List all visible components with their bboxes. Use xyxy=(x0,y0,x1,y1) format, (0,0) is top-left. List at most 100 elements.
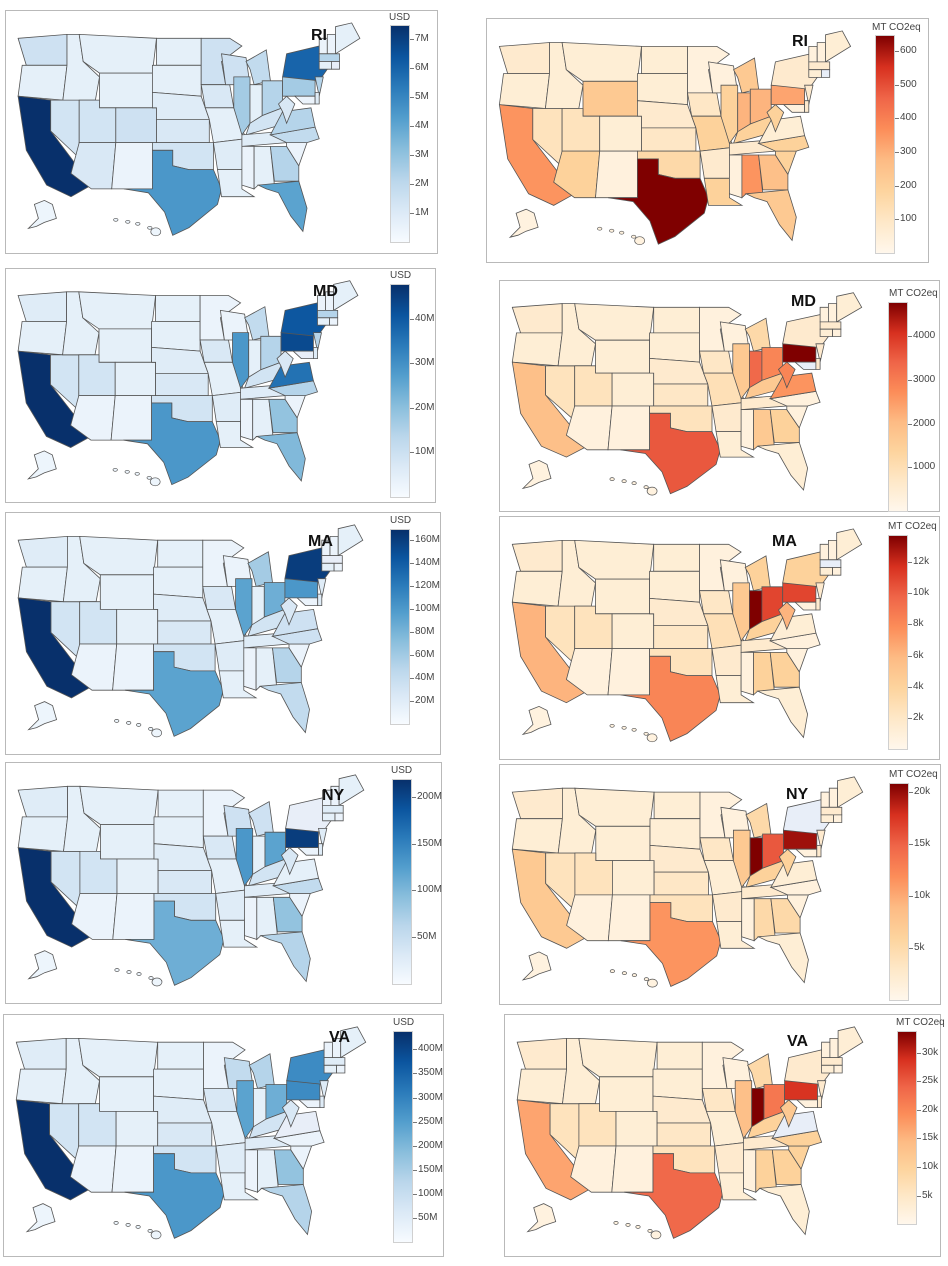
colorbar-tick-label: 160M xyxy=(409,533,441,545)
state-hi xyxy=(126,970,132,974)
state-la xyxy=(217,169,256,198)
state-fl xyxy=(256,180,308,233)
colorbar-tick-label: 400 xyxy=(895,112,917,124)
colorbar-tick-label: 40M xyxy=(409,671,435,683)
state-va xyxy=(770,860,818,888)
state-ms xyxy=(740,651,754,696)
state-va xyxy=(769,613,817,642)
state-ma xyxy=(821,1057,843,1066)
state-va xyxy=(271,608,319,637)
state-sd xyxy=(636,73,688,106)
cost-map-panel-ma: MA USD 20M 40M 60M 80M 100M 120M 140M 160M xyxy=(5,512,441,755)
state-va xyxy=(769,372,817,400)
colorbar xyxy=(889,783,909,1001)
state-wv xyxy=(276,350,294,379)
state-ak xyxy=(508,208,539,238)
state-ms xyxy=(740,409,754,451)
state-ak xyxy=(26,450,57,480)
state-sd xyxy=(153,1068,204,1101)
colorbar-tick-label: 500 xyxy=(895,78,917,90)
state-hi xyxy=(148,976,154,980)
state-or xyxy=(17,566,68,603)
state-il xyxy=(732,829,751,889)
state-az xyxy=(69,1145,117,1193)
state-mt xyxy=(561,42,642,82)
us-choropleth-map xyxy=(498,30,852,246)
state-hi xyxy=(647,1229,653,1233)
state-va xyxy=(269,107,316,136)
colorbar-title: MT CO2eq xyxy=(888,521,937,532)
state-ar xyxy=(215,889,250,921)
origin-state-label: RI xyxy=(311,27,327,44)
state-md xyxy=(782,104,806,113)
state-ms xyxy=(743,1149,757,1193)
state-wa xyxy=(498,42,550,74)
colorbar-tick-label: 4k xyxy=(908,680,924,692)
state-fl xyxy=(259,931,311,983)
state-or xyxy=(511,818,563,854)
state-wv xyxy=(780,1099,798,1128)
state-ne xyxy=(636,100,697,129)
state-ri xyxy=(833,814,843,823)
state-ia xyxy=(699,590,734,615)
colorbar-tick-label: 50M xyxy=(411,931,437,943)
state-wy xyxy=(99,72,153,109)
colorbar-tick-label: 50M xyxy=(412,1211,438,1223)
state-ks xyxy=(653,871,709,896)
state-ks xyxy=(656,1122,712,1147)
state-ms xyxy=(241,145,255,190)
state-me xyxy=(333,280,359,312)
state-hi xyxy=(631,481,637,485)
state-nj xyxy=(314,76,324,97)
state-me xyxy=(335,22,361,55)
colorbar-tick-label: 250M xyxy=(412,1115,444,1127)
state-ar xyxy=(212,138,247,171)
us-choropleth-map xyxy=(511,776,864,988)
state-hi xyxy=(135,1225,141,1229)
state-hi xyxy=(125,219,131,224)
cost-map-panel-va: VA USD 50M 100M 150M 200M 250M 300M 350M 400M xyxy=(3,1014,444,1257)
colorbar-tick-label: 3M xyxy=(410,148,429,160)
state-az xyxy=(565,648,613,696)
colorbar-tick-label: 30k xyxy=(916,1046,939,1058)
state-de xyxy=(804,100,810,113)
us-choropleth-map xyxy=(17,22,361,237)
state-il xyxy=(734,1080,753,1140)
state-hi xyxy=(609,228,615,233)
state-co xyxy=(599,115,642,152)
colorbar-tick-label: 300M xyxy=(412,1091,444,1103)
state-ne xyxy=(652,1095,712,1124)
colorbar-title: USD xyxy=(393,1017,415,1028)
state-ct xyxy=(808,69,822,78)
colorbar-tick-label: 20k xyxy=(916,1103,939,1115)
state-hi xyxy=(609,477,615,481)
state-ms xyxy=(243,647,257,691)
state-nj xyxy=(815,582,825,603)
state-hi xyxy=(147,225,153,230)
state-la xyxy=(703,177,744,206)
state-ne xyxy=(649,357,709,385)
state-de xyxy=(815,358,821,370)
state-sd xyxy=(151,64,202,97)
state-ct xyxy=(819,328,834,337)
emissions-map-panel-va: VA MT CO2eq 5k 10k 15k 20k 25k 30k xyxy=(504,1014,945,1257)
state-ne xyxy=(649,597,709,626)
state-co xyxy=(611,372,655,407)
state-ma xyxy=(820,806,843,816)
state-ct xyxy=(819,567,834,576)
colorbar-tick-label: 25k xyxy=(916,1075,939,1087)
state-az xyxy=(553,150,601,199)
state-hi xyxy=(114,968,120,972)
state-nm xyxy=(611,1145,654,1193)
state-az xyxy=(565,405,613,451)
state-ar xyxy=(699,146,734,179)
state-me xyxy=(837,1026,864,1059)
state-wa xyxy=(17,785,68,818)
state-ak xyxy=(521,951,552,981)
state-hi xyxy=(136,972,142,976)
state-hi xyxy=(609,969,615,973)
state-ar xyxy=(215,1141,250,1174)
state-fl xyxy=(756,686,809,739)
state-mt xyxy=(574,303,655,341)
state-nh xyxy=(827,303,838,323)
